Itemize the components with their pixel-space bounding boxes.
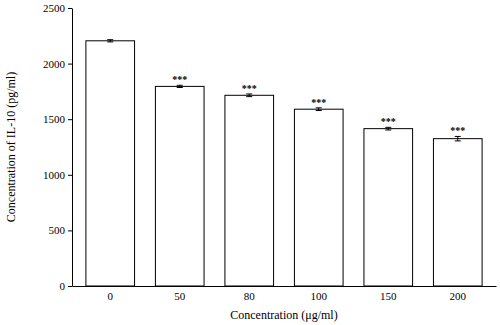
y-tick-label: 2500 (43, 2, 66, 14)
x-tick-label: 200 (450, 290, 467, 302)
bar (155, 86, 204, 286)
error-bar (385, 127, 391, 130)
significance-label: *** (172, 74, 187, 85)
y-tick: 0 (60, 280, 73, 292)
x-axis-line (73, 286, 497, 287)
y-tick: 1000 (43, 169, 72, 181)
error-bar (246, 94, 252, 97)
y-tick: 2500 (43, 2, 72, 14)
x-tick-label: 0 (107, 290, 113, 302)
bar (433, 139, 482, 286)
x-tick: 150 (380, 290, 397, 302)
error-bar (455, 136, 461, 140)
y-axis-line (72, 9, 73, 287)
significance-label: *** (311, 97, 326, 108)
error-cap (246, 96, 252, 97)
x-tick-label: 80 (244, 290, 256, 302)
y-axis: 0 500 1000 1500 2000 2500 (43, 2, 73, 292)
x-tick-label: 150 (380, 290, 397, 302)
y-tick-mark (68, 64, 72, 65)
y-tick-label: 500 (49, 224, 66, 236)
y-tick-label: 2000 (43, 58, 66, 70)
bars (86, 40, 482, 286)
significance-label: *** (242, 83, 257, 94)
y-axis-title: Concentration of IL-10 (pg/ml) (4, 72, 18, 222)
y-tick-mark (68, 8, 72, 9)
error-bar (107, 40, 113, 42)
plot-area: *** *** *** *** *** 0 500 1000 1500 2000 2500 0 50 80… (43, 2, 497, 302)
error-bar (316, 108, 322, 111)
y-tick: 2000 (43, 58, 72, 70)
error-cap (385, 129, 391, 130)
error-cap (107, 39, 113, 40)
error-bar (177, 85, 183, 87)
bar (225, 95, 274, 286)
error-cap (455, 140, 461, 141)
y-tick: 500 (49, 224, 73, 236)
x-tick: 50 (174, 290, 186, 302)
x-tick: 80 (244, 290, 256, 302)
y-tick-mark (68, 119, 72, 120)
x-tick-label: 100 (311, 290, 328, 302)
y-tick-mark (68, 230, 72, 231)
y-tick: 1500 (43, 113, 72, 125)
y-tick-label: 1000 (43, 169, 66, 181)
annotations: *** *** *** *** *** (172, 74, 465, 136)
error-cap (107, 41, 113, 42)
chart: *** *** *** *** *** 0 500 1000 1500 2000 2500 0 50 80… (0, 0, 500, 325)
y-tick-label: 1500 (43, 113, 66, 125)
bar (86, 41, 135, 286)
y-tick-mark (68, 175, 72, 176)
bar (294, 109, 343, 286)
x-tick: 200 (450, 290, 467, 302)
bar (364, 129, 413, 286)
x-axis: 0 50 80 100 150 200 (73, 287, 497, 302)
x-tick: 0 (107, 290, 113, 302)
y-tick-mark (68, 286, 72, 287)
x-tick: 100 (311, 290, 328, 302)
x-tick-label: 50 (174, 290, 186, 302)
significance-label: *** (450, 125, 465, 136)
error-cap (177, 87, 183, 88)
y-tick-label: 0 (60, 280, 66, 292)
x-axis-title: Concentration (μg/ml) (230, 308, 337, 322)
significance-label: *** (381, 116, 396, 127)
error-stem (457, 136, 458, 140)
error-cap (316, 110, 322, 111)
